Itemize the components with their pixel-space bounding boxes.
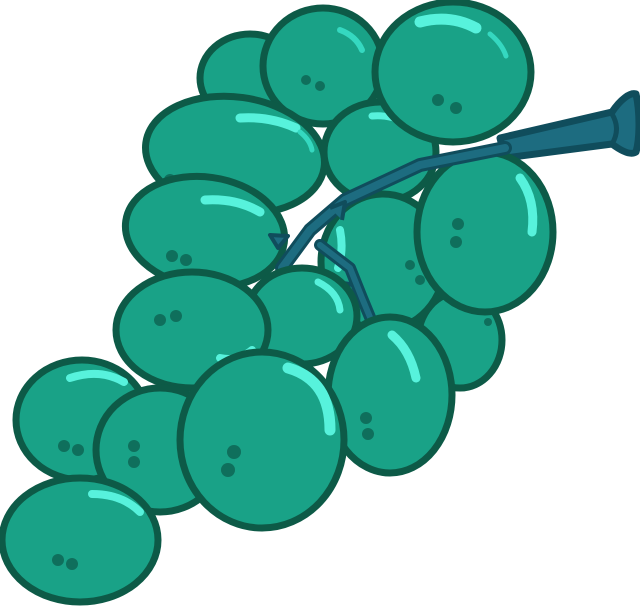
grape <box>176 348 348 532</box>
stem <box>496 90 640 162</box>
stem-end-line <box>609 112 619 146</box>
grape <box>0 474 162 606</box>
grape <box>413 148 557 316</box>
stem-branches <box>268 141 512 328</box>
stem-main <box>496 90 640 162</box>
grapes <box>0 0 557 606</box>
grape <box>371 0 535 146</box>
